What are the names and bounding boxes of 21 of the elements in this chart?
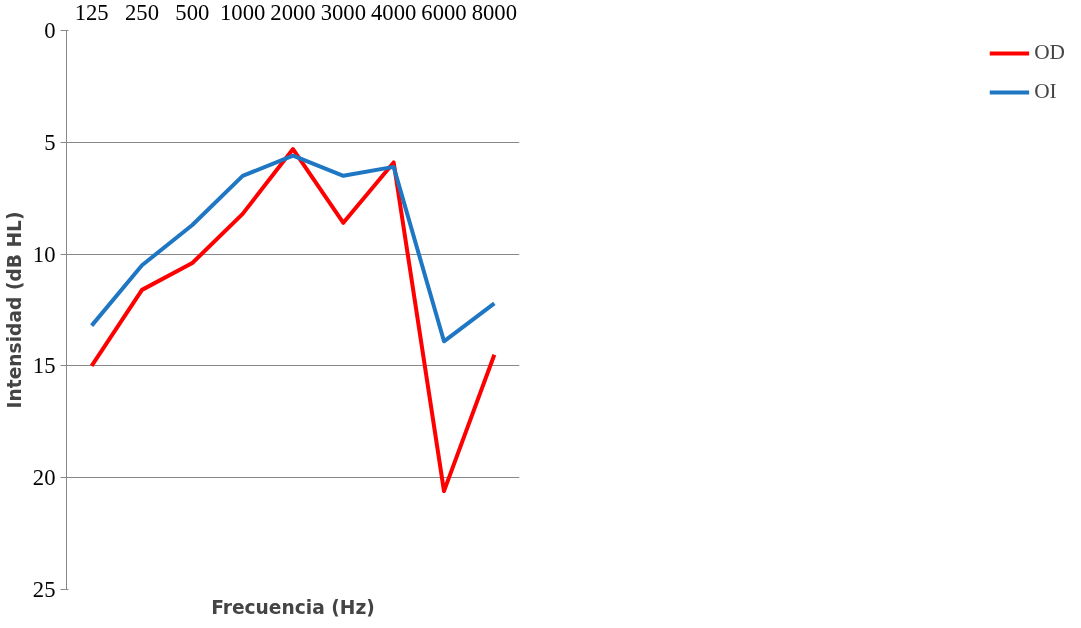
line-series — [89, 147, 497, 494]
y-tick-label: 5 — [44, 129, 56, 155]
x-tick-label: 6000 — [421, 0, 467, 25]
y-axis-title: Intensidad (dB HL) — [3, 211, 25, 409]
x-tick-label: 2000 — [270, 0, 316, 25]
x-tick-label: 4000 — [371, 0, 417, 25]
y-tick-label: 0 — [44, 18, 56, 43]
y-tick-label: 25 — [32, 577, 56, 602]
y-tick-label: 15 — [32, 353, 56, 379]
legend-label: OI — [1034, 79, 1057, 104]
legend-label: OD — [1034, 40, 1065, 65]
y-tick-label: 10 — [32, 241, 56, 267]
x-axis-title: Frecuencia (Hz) — [211, 596, 375, 618]
line-series — [89, 153, 497, 344]
x-tick-label: 8000 — [471, 0, 517, 25]
x-tick-label: 500 — [175, 0, 210, 25]
x-tick-label: 250 — [125, 0, 159, 25]
x-tick-label: 3000 — [320, 0, 366, 25]
x-tick-label: 1000 — [220, 0, 266, 25]
x-tick-label: 125 — [74, 0, 109, 25]
y-tick-label: 20 — [32, 465, 56, 491]
